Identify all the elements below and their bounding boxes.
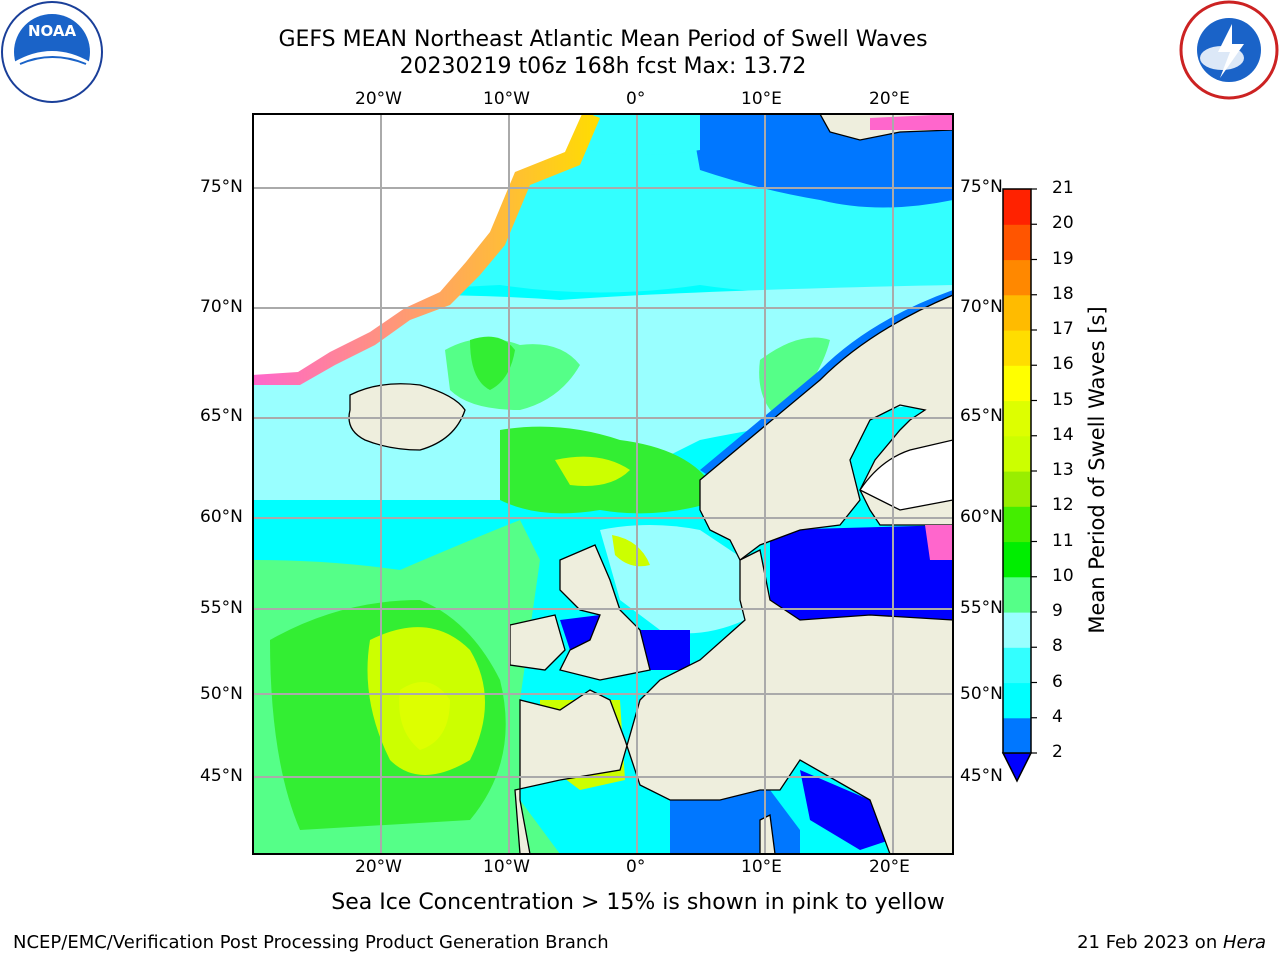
colorbar-segment [1003,400,1031,437]
colorbar-tick-label: 14 [1052,424,1074,445]
colorbar-tick-label: 11 [1052,530,1074,551]
colorbar-extend-arrow [1001,752,1033,783]
map-title: GEFS MEAN Northeast Atlantic Mean Period… [278,27,928,52]
colorbar-segment [1003,471,1031,507]
colorbar-tick-label: 8 [1052,636,1063,657]
graticule [253,114,953,854]
colorbar-segment [1003,435,1031,472]
lat-label-55-right: 55°N [960,598,1003,618]
sea-ice-caption: Sea Ice Concentration > 15% is shown in … [331,890,945,915]
lon-label-10w-bottom: 10°W [483,857,530,877]
colorbar [1001,188,1037,783]
lon-label-20e-bottom: 20°E [869,857,910,877]
colorbar-tick-label: 17 [1052,319,1074,339]
colorbar-segment [1003,612,1031,648]
noaa-logo: NOAA [1,1,103,103]
colorbar-segment [1003,294,1031,331]
nws-logo [1179,0,1279,100]
colorbar-tick-label: 13 [1052,460,1074,480]
lon-label-10e-top: 10°E [741,89,782,109]
colorbar-title: Mean Period of Swell Waves [s] [1085,306,1109,634]
colorbar-segment [1003,259,1031,296]
colorbar-tick-label: 19 [1052,248,1074,269]
lat-label-60-right: 60°N [960,507,1003,527]
sea-ice-edge [253,114,953,560]
footer-credit: NCEP/EMC/Verification Post Processing Pr… [13,932,609,953]
colorbar-segment [1003,717,1031,754]
colorbar-segment [1003,365,1031,402]
colorbar-tick-label: 2 [1052,742,1063,762]
colorbar-tick-label: 15 [1052,389,1074,410]
lat-label-75-right: 75°N [960,177,1003,197]
lat-label-50-right: 50°N [960,684,1003,704]
footer-date: 21 Feb 2023 on Hera [1077,932,1266,953]
colorbar-segment [1003,647,1031,684]
noaa-logo-text: NOAA [28,22,77,40]
colorbar-tick-label: 4 [1052,706,1063,727]
footer-host: Hera [1222,932,1266,953]
footer-date-text: 21 Feb 2023 on [1077,932,1223,953]
colorbar-segment [1003,224,1031,261]
colorbar-tick-label: 9 [1052,601,1063,621]
lat-label-70-right: 70°N [960,297,1003,317]
lat-label-75-left: 75°N [200,177,243,197]
lat-label-45-left: 45°N [200,766,243,786]
lat-label-50-left: 50°N [200,684,243,704]
map-frame [252,113,954,855]
colorbar-tick-label: 20 [1052,213,1074,234]
lat-label-70-left: 70°N [200,297,243,317]
lon-label-0-bottom: 0° [626,857,646,877]
lat-label-45-right: 45°N [960,766,1003,786]
lat-label-65-left: 65°N [200,406,243,426]
colorbar-segment [1003,576,1031,613]
colorbar-tick-label: 16 [1052,354,1074,375]
colorbar-segment [1003,541,1031,578]
lat-label-60-left: 60°N [200,507,243,527]
colorbar-segment [1003,682,1031,719]
colorbar-segment [1003,506,1031,543]
lon-label-20w-top: 20°W [355,89,402,109]
lon-label-20w-bottom: 20°W [355,857,402,877]
map-subtitle: 20230219 t06z 168h fcst Max: 13.72 [399,54,807,79]
colorbar-tick-label: 21 [1052,178,1074,198]
colorbar-tick-label: 12 [1052,495,1074,516]
lon-label-20e-top: 20°E [869,89,910,109]
colorbar-segment [1003,330,1031,366]
lat-label-65-right: 65°N [960,406,1003,426]
lon-label-10e-bottom: 10°E [741,857,782,877]
lon-label-0-top: 0° [626,89,646,109]
lat-label-55-left: 55°N [200,598,243,618]
colorbar-tick-label: 10 [1052,565,1074,586]
colorbar-segment [1003,189,1031,225]
lon-label-10w-top: 10°W [483,89,530,109]
colorbar-tick-label: 6 [1052,671,1063,692]
colorbar-tick-label: 18 [1052,283,1074,304]
